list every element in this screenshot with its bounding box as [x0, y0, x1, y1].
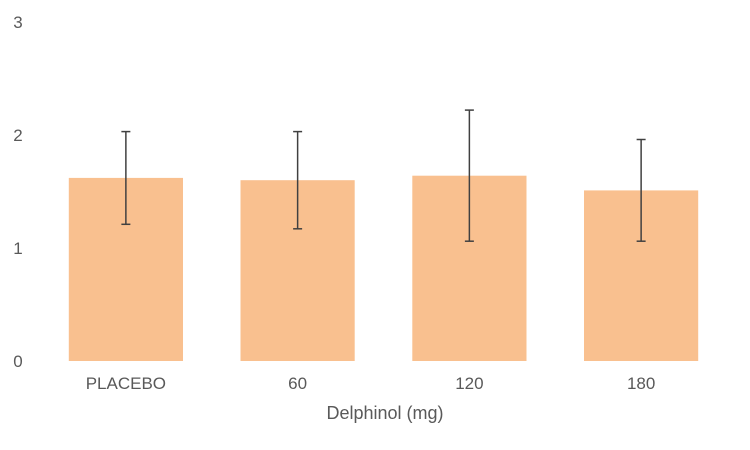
- x-tick-label: 180: [627, 374, 655, 393]
- x-tick-label: 120: [455, 374, 483, 393]
- x-tick-label: PLACEBO: [86, 374, 166, 393]
- y-tick-label: 3: [13, 13, 22, 32]
- y-tick-label: 2: [13, 126, 22, 145]
- error-bars-group: [121, 109, 646, 242]
- error-bar-3: [636, 138, 646, 242]
- bars-group: [68, 175, 699, 361]
- x-axis: PLACEBO 60 120 180: [86, 374, 656, 393]
- y-tick-label: 0: [13, 352, 22, 371]
- error-bar-0: [121, 130, 131, 226]
- error-bar-2: [464, 109, 474, 242]
- y-tick-label: 1: [13, 239, 22, 258]
- error-bar-1: [293, 130, 303, 230]
- x-axis-title: Delphinol (mg): [326, 403, 443, 423]
- y-axis: 0 1 2 3: [13, 13, 22, 371]
- x-tick-label: 60: [288, 374, 307, 393]
